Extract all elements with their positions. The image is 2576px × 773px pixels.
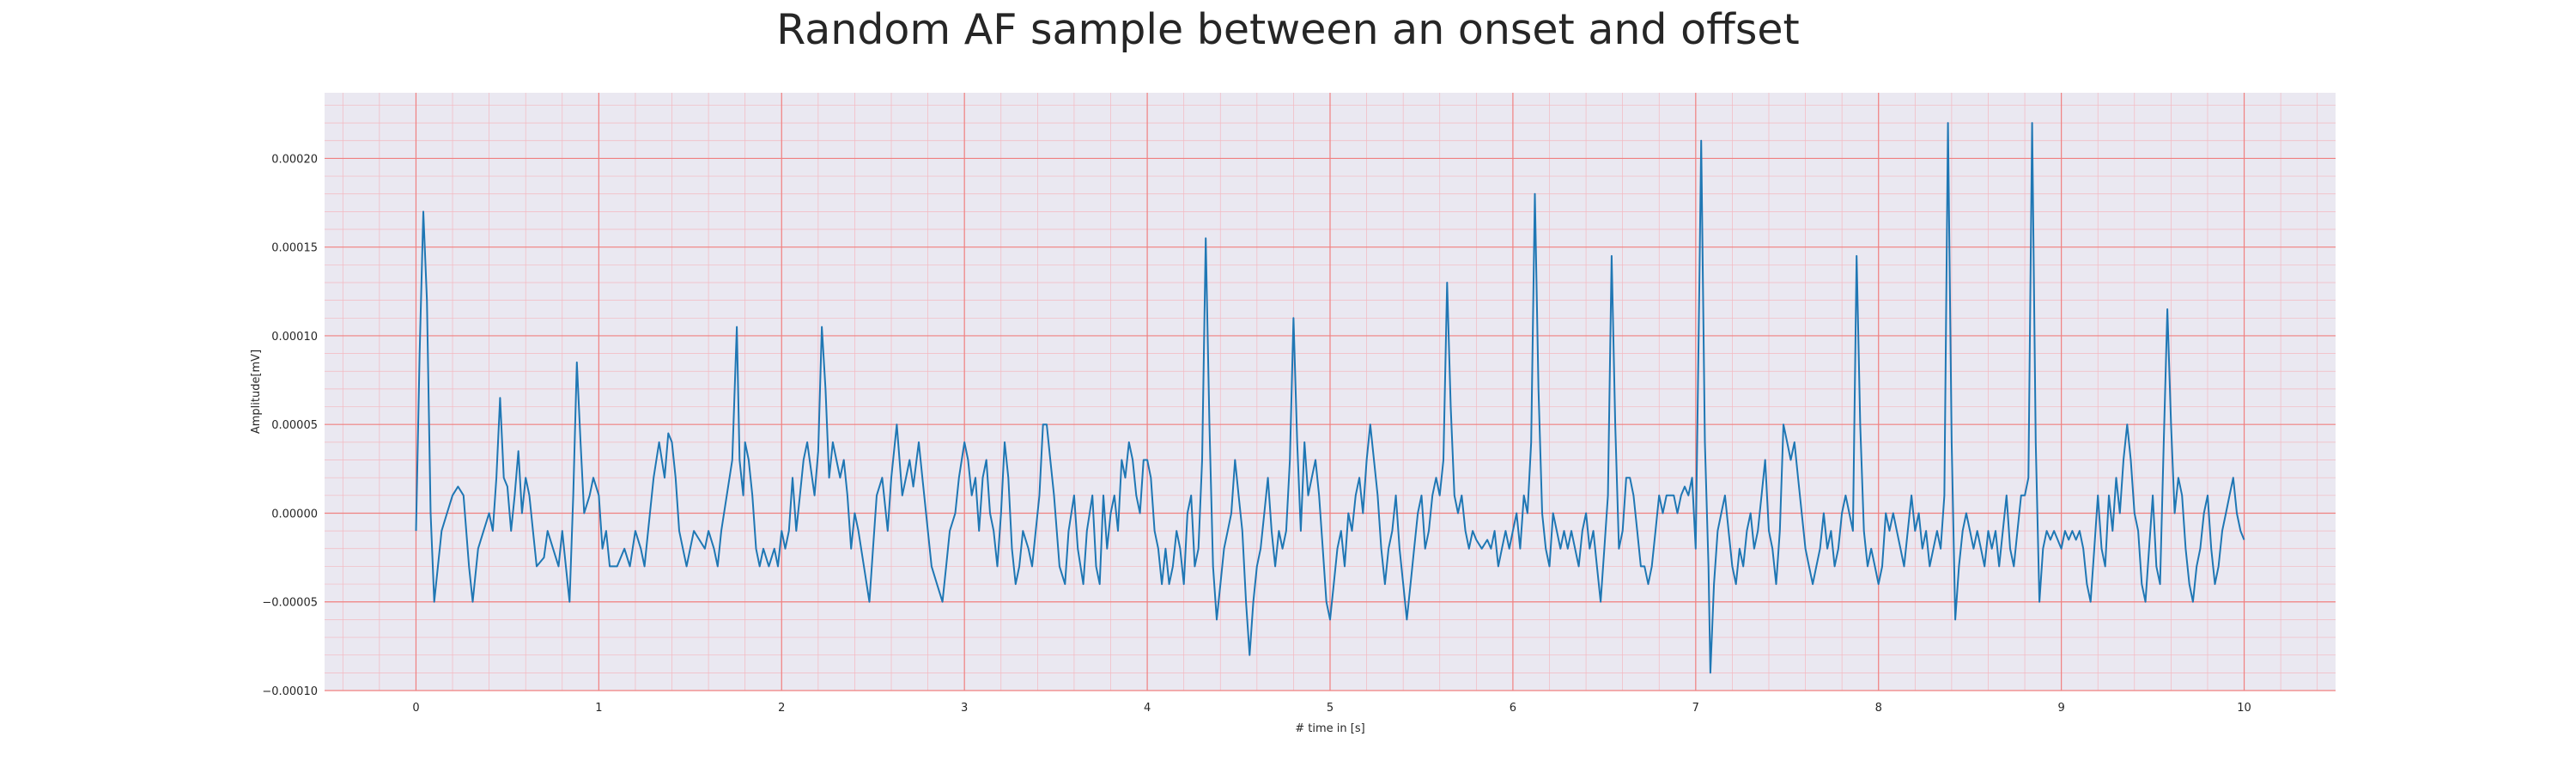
x-tick-label: 0 — [412, 702, 419, 715]
x-tick-label: 10 — [2237, 702, 2251, 715]
x-tick-label: 8 — [1875, 702, 1882, 715]
x-axis-label: # time in [s] — [1295, 722, 1364, 735]
y-tick-label: −0.00005 — [262, 597, 318, 610]
y-tick-label: 0.00000 — [271, 508, 318, 520]
y-tick-label: 0.00005 — [271, 419, 318, 432]
y-axis-label: Amplitude[mV] — [250, 350, 263, 434]
x-tick-label: 1 — [595, 702, 602, 715]
y-tick-label: 0.00010 — [271, 331, 318, 344]
chart-title: Random AF sample between an onset and of… — [776, 5, 1800, 54]
signal-line — [415, 122, 2245, 674]
x-tick-label: 5 — [1327, 702, 1334, 715]
y-tick-label: −0.00010 — [262, 685, 318, 698]
major-grid — [325, 93, 2336, 691]
y-tick-label: 0.00015 — [271, 242, 318, 255]
x-axis-ticks: 0 1 2 3 4 5 6 7 8 9 10 — [412, 702, 2251, 715]
x-tick-label: 4 — [1144, 702, 1151, 715]
y-axis-ticks: −0.00010 −0.00005 0.00000 0.00005 0.00010 0.0… — [262, 153, 318, 698]
x-tick-label: 6 — [1510, 702, 1516, 715]
y-tick-label: 0.00020 — [271, 153, 318, 166]
x-tick-label: 7 — [1692, 702, 1699, 715]
x-tick-label: 3 — [961, 702, 968, 715]
x-tick-label: 2 — [778, 702, 785, 715]
x-tick-label: 9 — [2057, 702, 2064, 715]
